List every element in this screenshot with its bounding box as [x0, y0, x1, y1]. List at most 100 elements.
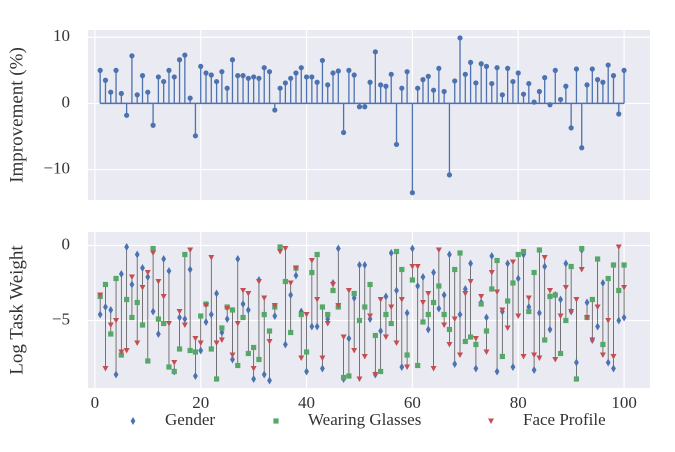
marker-diamond [113, 370, 119, 379]
marker-triangle [446, 342, 453, 348]
marker-diamond [193, 372, 198, 380]
marker-square [372, 332, 378, 339]
stem-marker [399, 85, 405, 91]
marker-square [568, 263, 574, 270]
stem-marker [557, 96, 564, 103]
marker-diamond [272, 312, 278, 320]
marker-diamond [547, 325, 553, 334]
marker-triangle [234, 321, 241, 327]
marker-triangle [404, 364, 411, 370]
y-axis-label: Log Task Weight [6, 245, 27, 375]
marker-triangle [192, 336, 199, 342]
stem-marker [505, 65, 511, 71]
marker-diamond [214, 289, 219, 298]
stem-marker [393, 141, 400, 148]
stem-marker [552, 67, 558, 73]
stem-marker [335, 68, 341, 74]
marker-diamond [536, 309, 542, 317]
marker-triangle [589, 337, 596, 343]
stem-marker [520, 91, 527, 97]
legend-label: Wearing Glasses [308, 410, 421, 429]
marker-square [330, 287, 336, 294]
plot-background [88, 30, 650, 200]
stem-marker [118, 90, 124, 97]
marker-triangle [218, 337, 225, 343]
marker-square [589, 296, 595, 303]
stem-marker [436, 65, 442, 71]
marker-triangle [128, 274, 135, 280]
marker-diamond [489, 252, 495, 260]
marker-diamond [605, 358, 611, 367]
stem-marker [430, 87, 437, 93]
marker-square [198, 313, 204, 319]
marker-square [430, 299, 437, 306]
marker-square [298, 311, 304, 318]
marker-square [510, 280, 516, 286]
marker-square [436, 283, 442, 289]
marker-diamond [462, 285, 468, 293]
marker-square [256, 356, 262, 363]
marker-triangle [330, 282, 337, 288]
marker-triangle [113, 318, 120, 324]
marker-square [171, 368, 177, 375]
marker-diamond [621, 313, 627, 322]
stem-marker [404, 69, 410, 75]
stem-marker [240, 73, 246, 79]
marker-diamond [362, 261, 368, 269]
stem-marker [478, 61, 484, 67]
marker-diamond [542, 262, 548, 271]
marker-triangle [573, 297, 580, 303]
marker-diamond [457, 310, 463, 319]
stem-marker [293, 70, 299, 76]
marker-triangle [605, 318, 612, 324]
marker-square [325, 311, 331, 318]
stem-marker [182, 52, 188, 58]
marker-diamond [118, 270, 124, 278]
marker-triangle [102, 366, 109, 372]
marker-square [124, 296, 130, 303]
marker-diamond [447, 250, 452, 259]
stem-marker [224, 85, 230, 91]
marker-square [166, 364, 172, 370]
marker-triangle [621, 285, 628, 291]
marker-diamond [145, 273, 151, 281]
marker-triangle [356, 376, 363, 382]
stem-marker [124, 112, 130, 118]
marker-triangle [515, 313, 522, 319]
stem-marker [351, 72, 357, 78]
marker-diamond [436, 304, 442, 313]
marker-square [563, 317, 569, 324]
stem-marker [378, 82, 384, 88]
marker-diamond [335, 244, 341, 253]
stem-marker [319, 57, 326, 64]
marker-triangle [536, 355, 543, 361]
marker-triangle [118, 349, 125, 355]
stem-marker [589, 66, 595, 72]
marker-triangle [599, 352, 606, 358]
marker-diamond [563, 259, 569, 268]
marker-triangle [181, 322, 188, 328]
stem-marker [372, 49, 378, 55]
stem-marker [579, 145, 585, 151]
marker-triangle [345, 288, 352, 294]
stem-marker [367, 79, 373, 85]
marker-square [261, 311, 267, 318]
marker-triangle [229, 352, 236, 358]
marker-triangle [557, 313, 564, 319]
stem-marker [542, 75, 548, 81]
marker-diamond [130, 417, 136, 425]
marker-square [526, 308, 532, 315]
marker-triangle [472, 336, 479, 342]
marker-square [235, 362, 241, 369]
stem-marker [145, 89, 151, 95]
marker-diamond [177, 313, 182, 322]
marker-triangle [425, 291, 432, 297]
marker-square [404, 352, 410, 358]
marker-diamond [415, 282, 421, 290]
marker-square [213, 376, 220, 382]
marker-triangle [393, 340, 400, 346]
marker-triangle [451, 316, 458, 322]
stem-marker [261, 65, 267, 71]
marker-square [155, 316, 161, 322]
marker-square [452, 266, 458, 273]
